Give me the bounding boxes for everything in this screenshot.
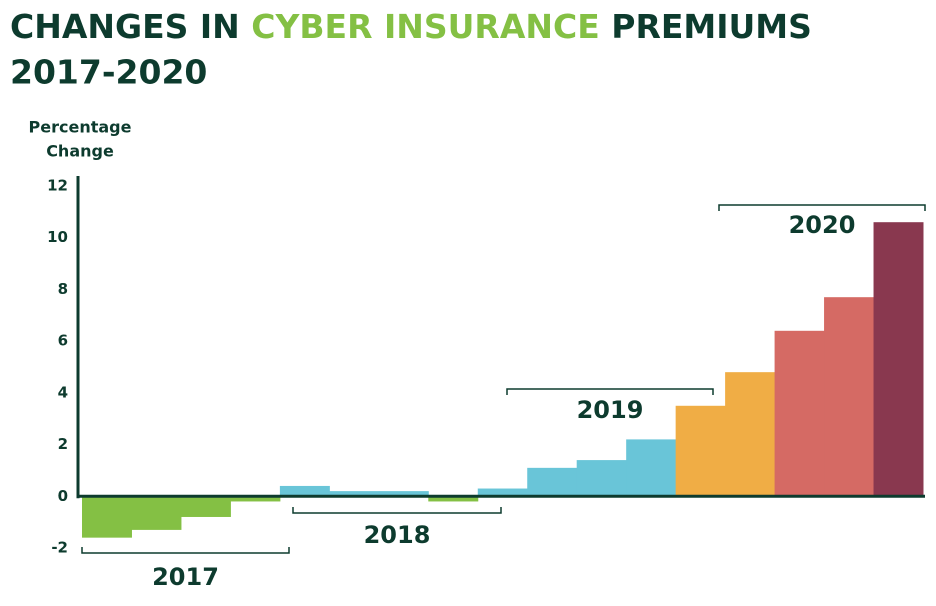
group-label: 2019 — [577, 396, 644, 424]
y-tick-label: 4 — [58, 383, 68, 401]
bar — [626, 439, 677, 497]
title-part: PREMIUMS — [600, 7, 812, 46]
bar — [279, 485, 330, 497]
group-bracket — [718, 204, 926, 211]
bar — [725, 372, 776, 497]
bar — [675, 405, 726, 497]
bar — [180, 496, 231, 517]
y-axis-label: Percentage — [29, 118, 132, 137]
title-highlight: CYBER INSURANCE — [251, 7, 600, 46]
y-axis-label: Change — [46, 142, 114, 161]
bar — [774, 330, 825, 497]
bar — [378, 491, 429, 497]
group-bracket — [506, 388, 714, 395]
group-label: 2017 — [152, 563, 219, 591]
group-label: 2020 — [789, 211, 856, 239]
y-tick-label: 2 — [58, 435, 68, 453]
bar — [428, 496, 479, 502]
bar — [82, 496, 132, 538]
bar — [824, 297, 875, 497]
y-tick-label: 6 — [58, 332, 68, 350]
y-tick-label: -2 — [51, 539, 68, 557]
group-bracket — [292, 507, 502, 514]
title-part: CHANGES IN — [10, 7, 251, 46]
bar — [131, 496, 182, 530]
bar — [230, 496, 281, 502]
y-tick-label: 8 — [58, 280, 68, 298]
group-bracket — [81, 547, 290, 554]
bar — [873, 222, 924, 497]
bar — [576, 460, 627, 497]
chart-title-line2: 2017-2020 — [10, 53, 207, 92]
chart-title: CHANGES IN CYBER INSURANCE PREMIUMS — [10, 7, 812, 46]
y-tick-label: 0 — [58, 487, 68, 505]
y-tick-label: 12 — [47, 177, 68, 195]
bar — [329, 491, 380, 497]
y-tick-label: 10 — [47, 228, 68, 246]
bar — [527, 467, 578, 497]
group-label: 2018 — [364, 521, 431, 549]
bar — [477, 488, 528, 497]
